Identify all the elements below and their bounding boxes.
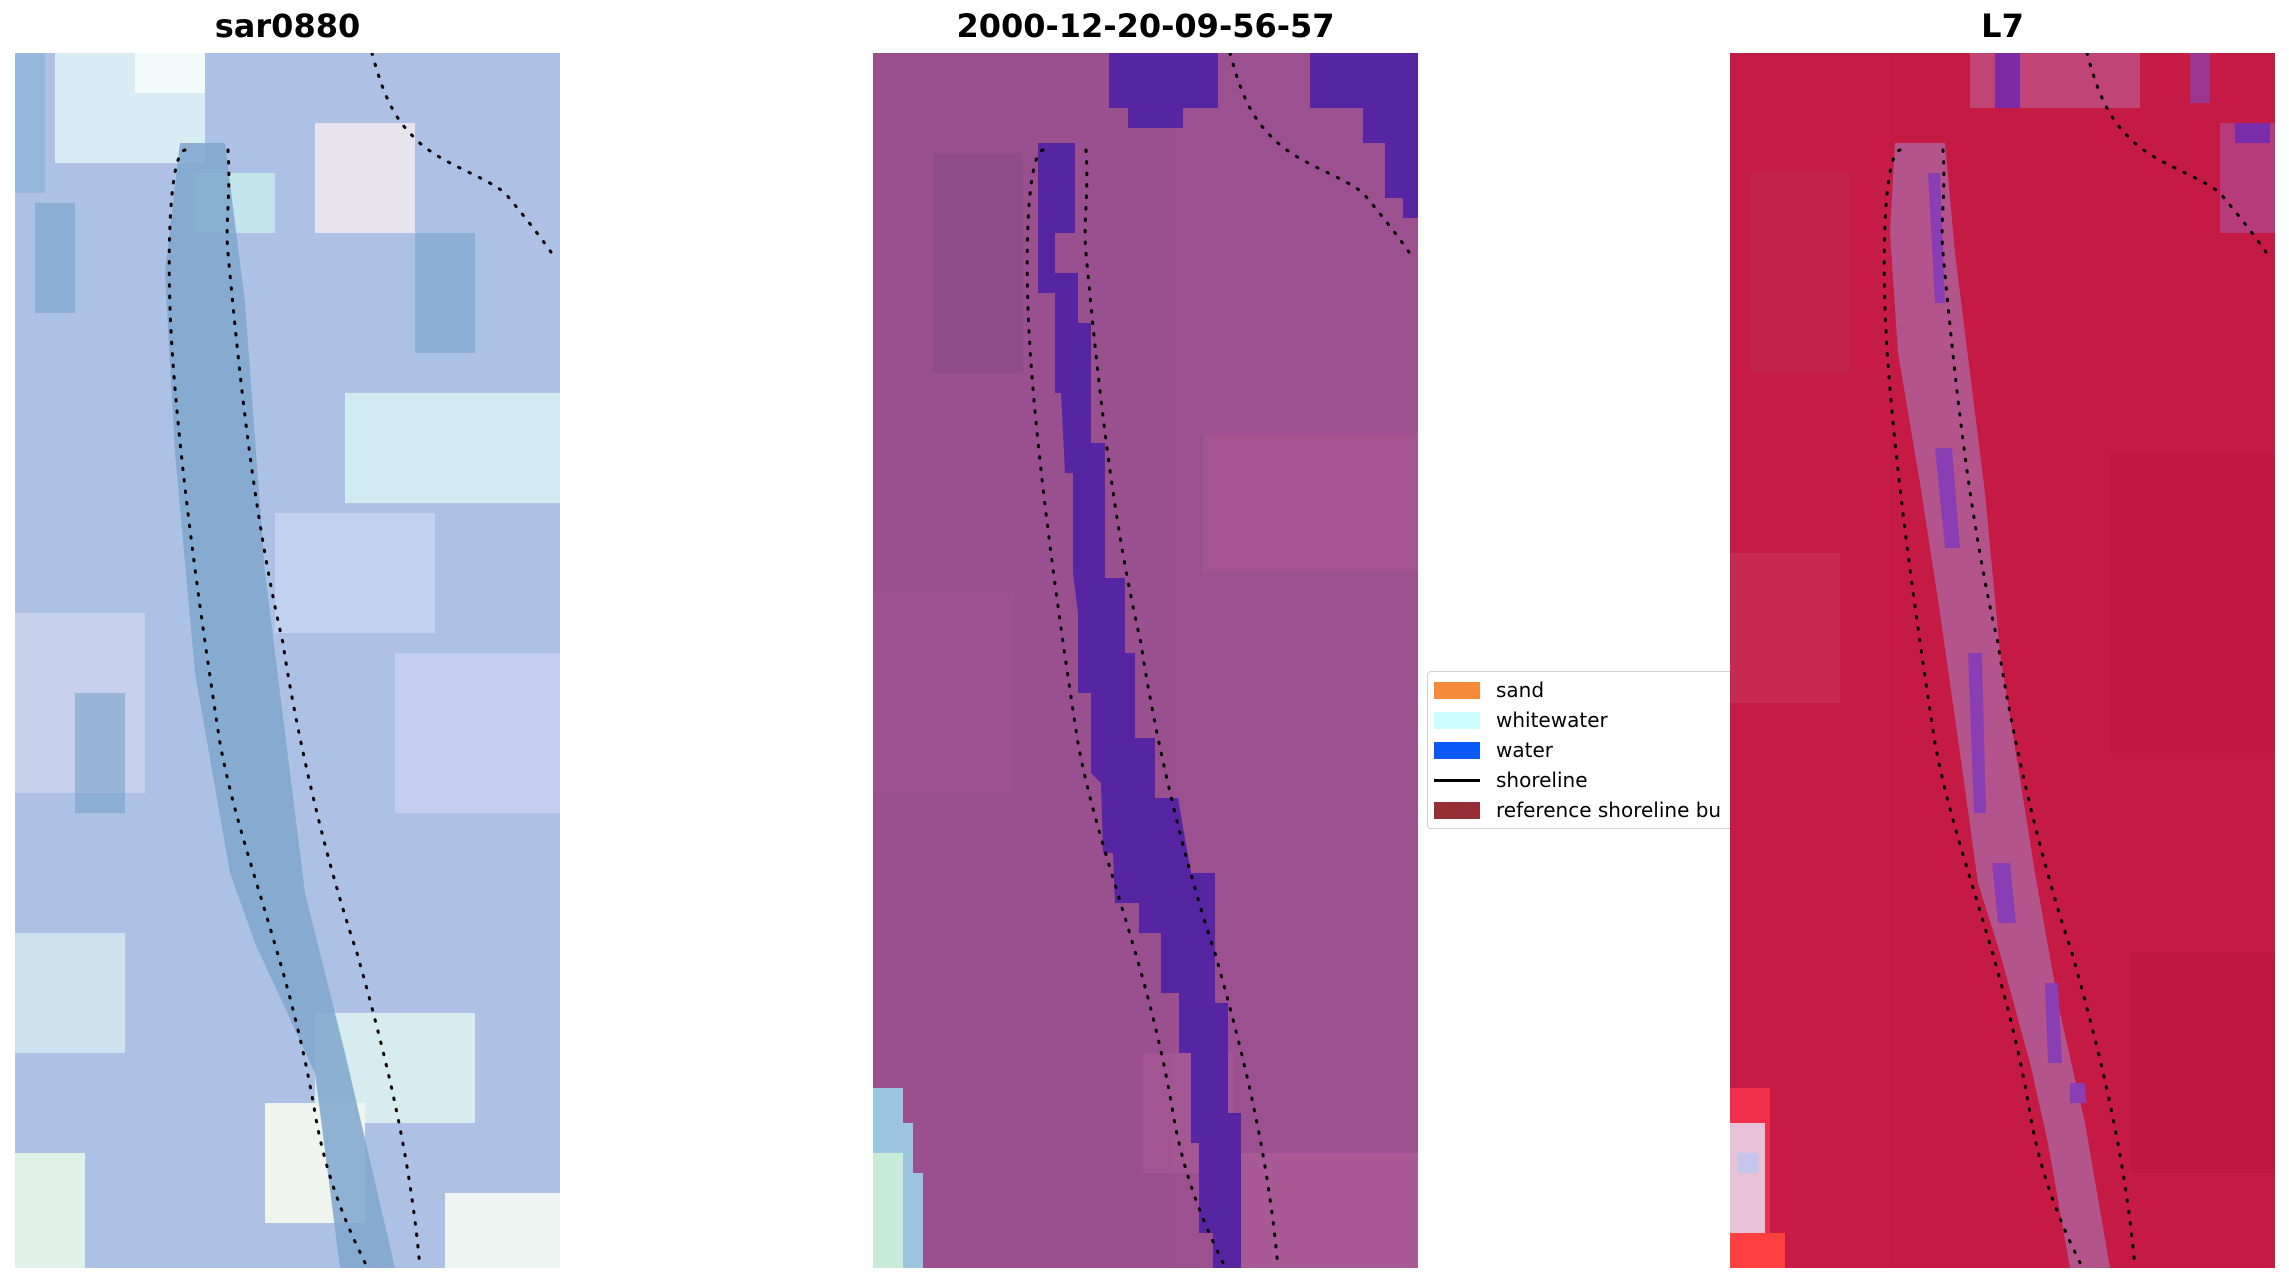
legend-item-shoreline: shoreline — [1434, 765, 1588, 795]
panel-title-satellite: L7 — [1981, 7, 2024, 45]
legend-label: reference shoreline bu — [1496, 798, 1722, 822]
reference-shoreline-swatch-icon — [1434, 801, 1480, 819]
legend-label: whitewater — [1496, 708, 1608, 732]
whitewater-swatch-icon — [1434, 711, 1480, 729]
index-satellite-image — [1730, 53, 2275, 1268]
index-image-panel — [1730, 53, 2275, 1268]
rgb-image-panel — [15, 53, 560, 1268]
legend-item-water: water — [1434, 735, 1553, 765]
legend-label: shoreline — [1496, 768, 1588, 792]
legend: sand whitewater water shoreline referenc… — [1427, 671, 1747, 829]
legend-item-whitewater: whitewater — [1434, 705, 1608, 735]
sand-swatch-icon — [1434, 681, 1480, 699]
legend-item-reference-shoreline: reference shoreline bu — [1434, 795, 1721, 825]
legend-label: water — [1496, 738, 1553, 762]
water-swatch-icon — [1434, 741, 1480, 759]
legend-label: sand — [1496, 678, 1545, 702]
classified-satellite-image — [873, 53, 1418, 1268]
legend-item-sand: sand — [1434, 675, 1544, 705]
panel-title-date: 2000-12-20-09-56-57 — [956, 7, 1335, 45]
classified-image-panel — [873, 53, 1418, 1268]
panel-title-image: sar0880 — [214, 7, 361, 45]
shoreline-line-icon — [1434, 778, 1480, 782]
rgb-satellite-image — [15, 53, 560, 1268]
